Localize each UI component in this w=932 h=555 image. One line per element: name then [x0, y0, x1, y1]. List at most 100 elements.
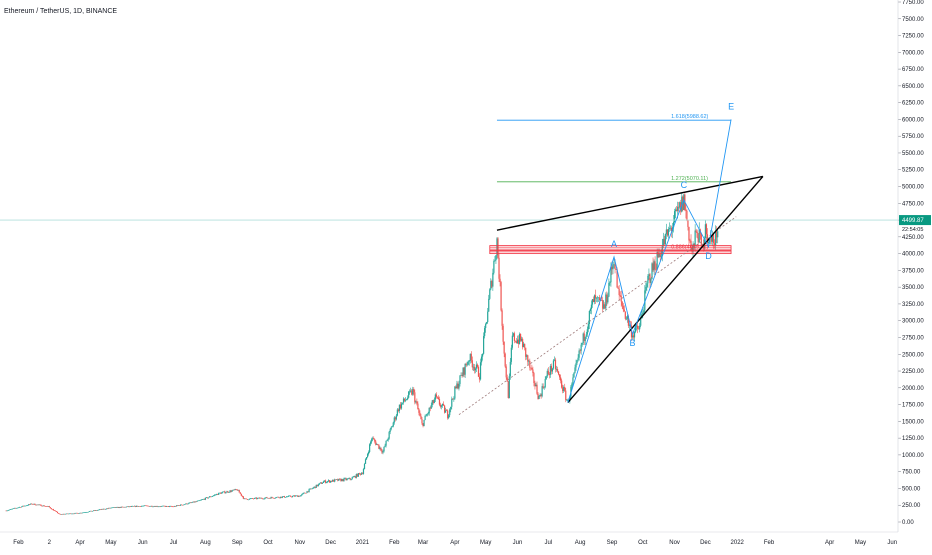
candle-body — [53, 510, 56, 512]
candle-body — [553, 359, 556, 361]
x-tick-label: Jul — [170, 540, 178, 546]
candle-body — [191, 502, 193, 504]
candle-body — [197, 500, 199, 502]
candle-body — [285, 496, 288, 498]
candle-body — [458, 383, 460, 389]
candle-body — [275, 497, 277, 498]
candle-body — [611, 266, 613, 270]
candle-body — [556, 369, 559, 372]
candle-body — [365, 457, 368, 460]
candle-body — [246, 499, 249, 500]
candle-body — [672, 222, 675, 228]
candle-body — [320, 482, 322, 484]
candle-body — [614, 264, 616, 269]
candle-body — [517, 339, 520, 344]
candle-body — [241, 495, 243, 497]
candle-body — [59, 514, 62, 515]
candle-body — [31, 503, 33, 505]
candle-body — [174, 506, 177, 507]
candle-body — [217, 494, 219, 495]
candle-body — [527, 355, 529, 362]
x-tick-label: Feb — [389, 540, 400, 546]
candle-body — [454, 386, 456, 399]
wave-label-a: A — [611, 239, 617, 249]
candle-body — [30, 503, 32, 505]
candle-body — [558, 374, 561, 378]
y-tick-label: 6250.00 — [902, 101, 924, 107]
candle-body — [144, 505, 146, 507]
candle-body — [263, 498, 265, 500]
candle-body — [154, 506, 156, 507]
candle-body — [151, 505, 153, 507]
candle-body — [302, 493, 304, 495]
candle-body — [101, 509, 103, 510]
candle-body — [686, 210, 688, 221]
candle-body — [7, 510, 9, 511]
candle-body — [450, 406, 452, 410]
candle-body — [582, 333, 584, 343]
candle-body — [618, 288, 620, 296]
candle-body — [540, 394, 542, 397]
candle-body — [97, 509, 100, 511]
candle-body — [74, 513, 76, 514]
candle-body — [531, 368, 533, 370]
candle-body — [196, 500, 198, 502]
candle-body — [297, 495, 299, 497]
candle-body — [296, 495, 298, 497]
candle-body — [245, 498, 248, 500]
candle-body — [537, 393, 539, 399]
candle-body — [643, 310, 645, 313]
candle-body — [116, 507, 118, 508]
candle-body — [607, 296, 609, 303]
fib-level-label: 1.272(5070.11) — [671, 176, 708, 182]
candle-body — [182, 504, 184, 506]
candle-body — [19, 507, 22, 508]
candle-body — [28, 504, 30, 506]
candle-body — [429, 407, 431, 409]
candle-body — [173, 506, 176, 507]
x-tick-label: Nov — [669, 540, 680, 546]
candle-body — [574, 367, 576, 373]
candle-body — [503, 341, 505, 354]
candle-body — [126, 506, 128, 508]
candle-body — [469, 353, 471, 362]
candle-body — [560, 377, 562, 381]
candle-body — [593, 295, 596, 303]
candle-body — [716, 231, 718, 238]
candle-body — [356, 474, 358, 477]
candle-body — [87, 511, 89, 513]
candle-body — [282, 496, 284, 497]
candle-body — [142, 505, 144, 507]
candle-body — [508, 376, 510, 398]
candle-body — [485, 324, 487, 329]
candle-body — [504, 353, 506, 367]
candle-body — [177, 505, 179, 507]
candle-body — [710, 236, 713, 242]
candle-body — [232, 489, 234, 491]
candle-body — [134, 505, 137, 507]
candle-body — [259, 497, 261, 499]
candle-body — [133, 505, 136, 507]
candle-body — [539, 394, 541, 396]
candle-body — [122, 506, 124, 508]
candle-body — [601, 300, 603, 301]
candle-body — [12, 508, 14, 510]
candle-body — [327, 480, 330, 482]
candle-body — [130, 506, 133, 507]
candle-body — [399, 404, 402, 409]
x-tick-label: Apr — [75, 540, 84, 546]
candle-body — [178, 505, 180, 506]
candle-body — [683, 194, 685, 210]
candle-body — [15, 508, 18, 509]
candle-body — [114, 507, 116, 508]
candle-body — [131, 506, 134, 507]
candle-body — [271, 497, 273, 498]
candle-body — [88, 511, 90, 512]
candle-body — [634, 325, 637, 332]
candle-body — [471, 360, 473, 368]
candle-body — [386, 440, 388, 442]
candle-body — [497, 238, 499, 258]
candle-body — [446, 410, 448, 411]
candle-body — [261, 497, 263, 499]
